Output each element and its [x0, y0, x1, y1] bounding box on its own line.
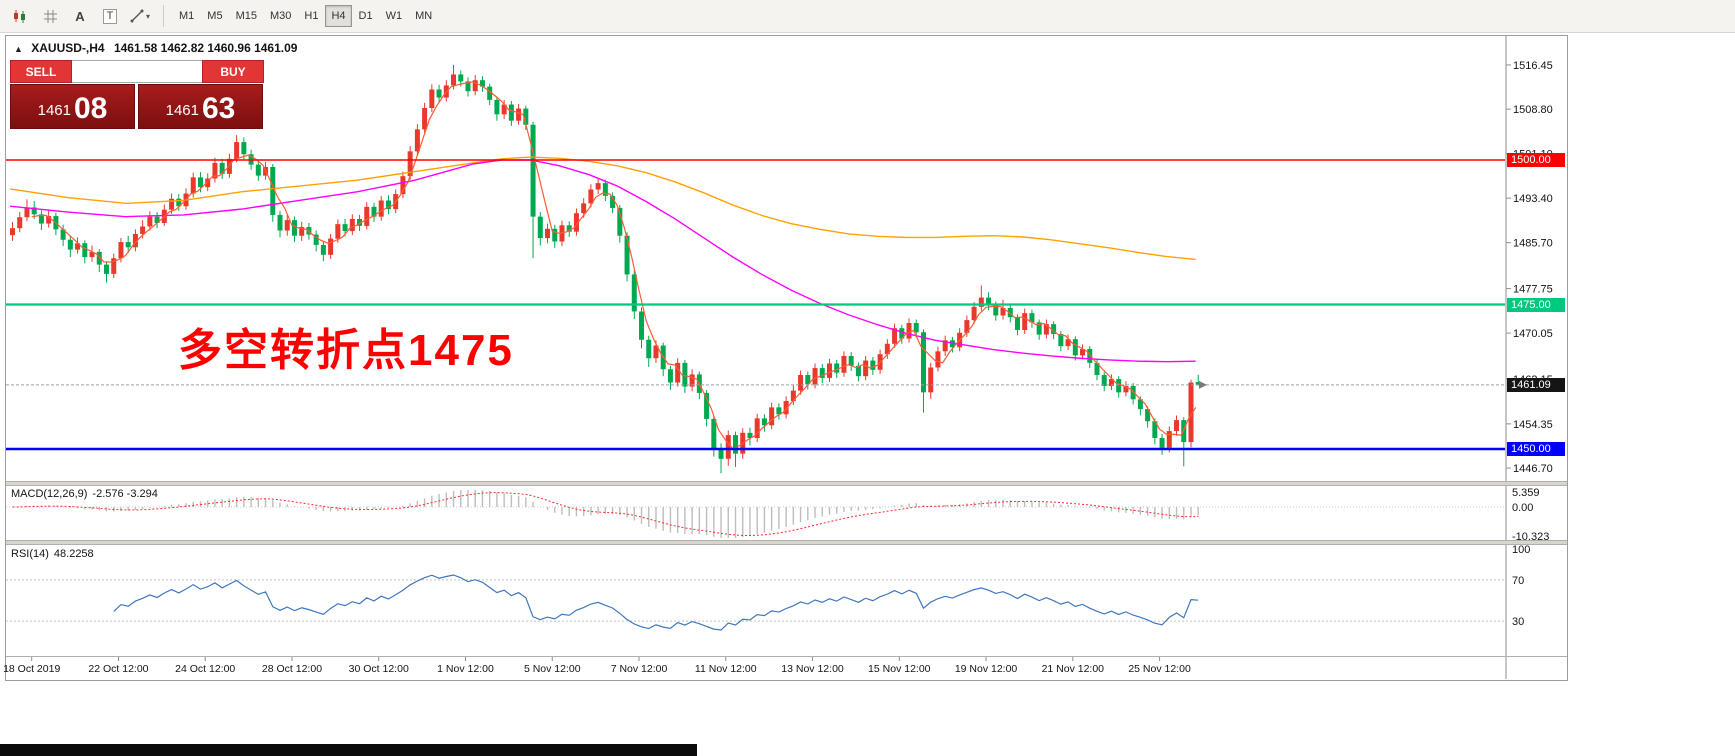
svg-text:18 Oct 2019: 18 Oct 2019 — [3, 663, 60, 675]
timeframe-d1[interactable]: D1 — [358, 10, 373, 22]
svg-text:100: 100 — [1512, 544, 1530, 556]
macd-name: MACD(12,26,9) — [11, 488, 88, 500]
svg-text:25 Nov 12:00: 25 Nov 12:00 — [1128, 663, 1191, 675]
svg-text:1516.45: 1516.45 — [1513, 60, 1553, 72]
sell-button[interactable]: SELL — [10, 60, 72, 83]
svg-text:1 Nov 12:00: 1 Nov 12:00 — [437, 663, 494, 675]
macd-signal-line — [12, 492, 1199, 537]
bid-ask-display: 1461 08 1461 63 — [10, 84, 263, 129]
grid-icon[interactable] — [36, 3, 64, 29]
rsi-name: RSI(14) — [11, 548, 49, 560]
timeframe-m5[interactable]: M5 — [207, 10, 223, 22]
svg-text:1446.70: 1446.70 — [1513, 463, 1553, 475]
chart-annotation-text: 多空转折点1475 — [178, 326, 514, 375]
buy-button[interactable]: BUY — [202, 60, 264, 83]
timeframe-group: M1 M5 M15 M30 H1 H4 D1 W1 MN — [173, 5, 438, 27]
buy-price-display[interactable]: 1461 63 — [138, 84, 263, 129]
timeframe-m15[interactable]: M15 — [235, 10, 257, 22]
line-tools-icon[interactable]: ▾ — [126, 3, 154, 29]
price-axis-badge: 1450.00 — [1507, 442, 1565, 456]
price-axis-badge: 1461.09 — [1507, 377, 1565, 392]
text-box-icon[interactable]: T — [96, 3, 124, 29]
slow-ma-magenta — [9, 159, 1196, 363]
a-glyph: A — [75, 8, 85, 24]
price-axis-badge: 1475.00 — [1507, 297, 1565, 312]
macd-rsi-splitter[interactable] — [6, 540, 1567, 545]
timeframe-h1[interactable]: H1 — [304, 10, 319, 22]
top-toolbar: A T ▾ M1 M5 M15 M30 H1 H4 D1 W1 MN — [0, 0, 1735, 33]
macd-panel-label: MACD(12,26,9) -2.576 -3.294 — [11, 488, 158, 500]
chevron-down-icon: ▾ — [145, 11, 150, 21]
svg-text:21 Nov 12:00: 21 Nov 12:00 — [1042, 663, 1105, 675]
buy-price-pips: 63 — [202, 92, 236, 125]
svg-text:5.359: 5.359 — [1512, 487, 1540, 499]
timeframe-m30[interactable]: M30 — [269, 10, 292, 22]
svg-text:15 Nov 12:00: 15 Nov 12:00 — [868, 663, 931, 675]
svg-text:7 Nov 12:00: 7 Nov 12:00 — [611, 663, 668, 675]
sell-price-main: 1461 — [37, 102, 71, 119]
candlestick-glyph — [14, 10, 25, 23]
sell-price-pips: 08 — [74, 92, 108, 125]
rsi-panel-label: RSI(14) 48.2258 — [11, 548, 94, 560]
t-glyph: T — [102, 8, 118, 24]
svg-text:1493.40: 1493.40 — [1513, 193, 1553, 205]
rsi-panel: 100 70 30 — [6, 544, 1530, 631]
svg-text:-10.323: -10.323 — [1512, 531, 1549, 543]
svg-text:1454.35: 1454.35 — [1513, 419, 1553, 431]
chart-macd-splitter[interactable] — [6, 481, 1567, 486]
svg-text:22 Oct 12:00: 22 Oct 12:00 — [88, 663, 148, 675]
price-axis[interactable]: 1516.451508.801501.101493.401485.701477.… — [1505, 36, 1553, 679]
svg-text:19 Nov 12:00: 19 Nov 12:00 — [955, 663, 1018, 675]
svg-text:30 Oct 12:00: 30 Oct 12:00 — [349, 663, 409, 675]
chart-title: ▲ XAUUSD-,H4 1461.58 1462.82 1460.96 146… — [14, 41, 297, 55]
svg-text:1470.05: 1470.05 — [1513, 328, 1553, 340]
horizontal-levels-layer[interactable] — [6, 159, 1505, 451]
macd-panel: 5.359 0.00 -10.323 — [6, 487, 1549, 543]
time-axis[interactable]: 18 Oct 2019 22 Oct 12:00 24 Oct 12:00 28 Oc… — [3, 657, 1191, 675]
svg-text:11 Nov 12:00: 11 Nov 12:00 — [695, 663, 757, 675]
svg-text:24 Oct 12:00: 24 Oct 12:00 — [175, 663, 235, 675]
svg-text:28 Oct 12:00: 28 Oct 12:00 — [262, 663, 322, 675]
timeframe-mn[interactable]: MN — [415, 10, 433, 22]
buy-price-main: 1461 — [165, 102, 199, 119]
background-window-strip — [0, 744, 697, 756]
last-price-arrow — [1199, 380, 1207, 389]
timeframe-w1[interactable]: W1 — [385, 10, 403, 22]
rsi-value: 48.2258 — [53, 548, 94, 560]
one-click-trade-row: SELL ▲ ▼ BUY — [10, 60, 264, 83]
svg-text:5 Nov 12:00: 5 Nov 12:00 — [524, 663, 581, 675]
collapse-trade-panel-icon[interactable]: ▲ — [14, 44, 23, 54]
trendline-glyph — [130, 9, 144, 23]
svg-text:13 Nov 12:00: 13 Nov 12:00 — [781, 663, 844, 675]
ohlc-readout: 1461.58 1462.82 1460.96 1461.09 — [113, 41, 298, 55]
timeframe-h4[interactable]: H4 — [325, 5, 352, 27]
fast-ma-red — [31, 81, 1197, 450]
volume-box: ▲ ▼ — [72, 60, 261, 83]
svg-text:1485.70: 1485.70 — [1513, 238, 1553, 250]
mid-ma-orange — [9, 156, 1196, 261]
moving-averages-layer — [9, 81, 1197, 450]
price-axis-badge: 1500.00 — [1507, 153, 1565, 167]
time-axis-separator — [6, 656, 1567, 657]
svg-text:0.00: 0.00 — [1512, 502, 1533, 514]
svg-text:1508.80: 1508.80 — [1513, 104, 1553, 116]
timeframe-m1[interactable]: M1 — [179, 10, 195, 22]
macd-values: -2.576 -3.294 — [92, 488, 158, 500]
svg-text:70: 70 — [1512, 575, 1524, 587]
grid-glyph — [43, 9, 57, 23]
svg-text:1477.75: 1477.75 — [1513, 284, 1553, 296]
symbol-timeframe-label: XAUUSD-,H4 — [31, 41, 105, 55]
sell-price-display[interactable]: 1461 08 — [10, 84, 135, 129]
candlestick-style-icon[interactable] — [6, 3, 34, 29]
toolbar-separator — [163, 5, 164, 27]
svg-text:30: 30 — [1512, 616, 1524, 628]
text-label-icon[interactable]: A — [66, 3, 94, 29]
rsi-line — [113, 574, 1199, 631]
